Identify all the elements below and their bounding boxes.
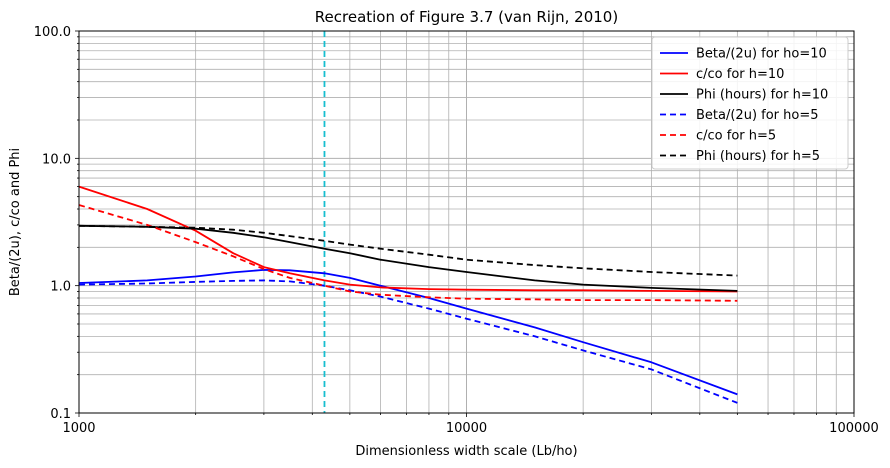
x-axis-title: Dimensionless width scale (Lb/ho) (355, 444, 577, 459)
legend-box (651, 36, 849, 170)
y-axis-title: Beta/(2u), c/co and Phi (8, 148, 23, 296)
series-line-2 (78, 185, 738, 293)
y-tick-label: 10.0 (42, 152, 71, 167)
series-line-1 (78, 268, 738, 396)
x-tick-label: 100000 (829, 421, 879, 436)
series-layer (78, 185, 738, 404)
legend-label: Beta/(2u) for ho=5 (696, 108, 819, 123)
y-tick-label: 0.1 (50, 407, 71, 422)
legend-label: Beta/(2u) for ho=10 (696, 47, 827, 62)
axis-ticks: 1000 10000 100000 0.1 1.0 10.0 100.0 (34, 25, 879, 436)
legend-label: c/co for h=10 (696, 67, 784, 82)
legend: Beta/(2u) for ho=10 c/co for h=10 Phi (hou… (651, 36, 849, 170)
legend-label: Phi (hours) for h=5 (696, 149, 820, 164)
legend-label: Phi (hours) for h=10 (696, 88, 828, 103)
series-line-6 (78, 224, 738, 277)
x-tick-label: 1000 (62, 421, 95, 436)
chart-title: Recreation of Figure 3.7 (van Rijn, 2010… (315, 8, 618, 26)
y-tick-label: 100.0 (34, 25, 71, 40)
x-tick-label: 10000 (446, 421, 487, 436)
series-line-5 (78, 204, 738, 302)
series-line-4 (78, 279, 738, 404)
y-tick-label: 1.0 (50, 280, 71, 295)
series-line-3 (78, 224, 738, 292)
legend-label: c/co for h=5 (696, 129, 776, 144)
